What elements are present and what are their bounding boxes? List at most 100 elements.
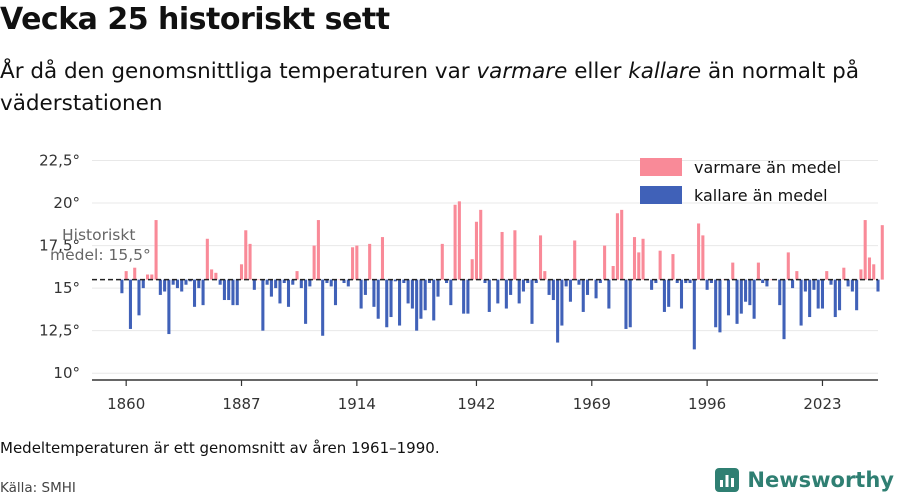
legend-swatch-warm [640, 158, 682, 176]
brand-logo: Newsworthy [715, 468, 894, 492]
bar-warm [611, 266, 615, 280]
bar-cold [726, 279, 731, 316]
bar-warm [603, 245, 607, 280]
bar-cold [171, 279, 175, 285]
y-tick-label: 22,5° [39, 152, 80, 170]
bar-cold [688, 279, 692, 284]
bar-cold [662, 279, 666, 312]
bar-cold [577, 279, 581, 285]
bar-cold [556, 279, 560, 343]
bar-cold [410, 279, 414, 309]
bar-cold [739, 279, 743, 314]
bar-cold [184, 279, 188, 285]
bar-cold [342, 279, 346, 284]
bar-warm [573, 240, 577, 280]
bar-cold [803, 279, 807, 292]
bar-cold [675, 279, 679, 284]
bar-cold [667, 279, 671, 307]
bar-warm [867, 257, 871, 280]
x-tick-layer: 1860 1887 1914 1942 1969 1996 2023 [107, 380, 842, 413]
bar-cold [526, 279, 530, 284]
bar-warm [632, 237, 637, 280]
bar-warm [863, 220, 867, 280]
bar-cold [714, 279, 718, 328]
y-tick-label: 17,5° [39, 237, 80, 255]
bar-cold [820, 279, 825, 309]
bar-warm [872, 264, 876, 280]
bar-cold [286, 279, 291, 307]
bar-cold [855, 279, 859, 311]
bar-cold [521, 279, 525, 292]
bar-cold [624, 279, 628, 329]
bar-cold [812, 279, 816, 290]
bar-cold [445, 279, 449, 284]
bar-cold [850, 279, 854, 292]
bar-cold [218, 279, 222, 285]
bar-warm [842, 267, 846, 280]
bar-cold [799, 279, 803, 326]
bar-warm [316, 220, 320, 280]
x-tick-label: 2023 [803, 395, 841, 413]
subtitle-warm-word: varmare [476, 59, 568, 84]
bar-cold [598, 279, 602, 284]
page-title: Vecka 25 historiskt sett [0, 2, 390, 37]
bar-warm [769, 279, 773, 281]
bar-warm [658, 250, 662, 280]
bar-cold [197, 279, 201, 289]
bar-cold [650, 279, 654, 290]
bar-cold [141, 279, 145, 289]
bar-cold [291, 279, 295, 285]
bar-warm [124, 271, 128, 280]
bar-cold [158, 279, 162, 295]
bar-cold [376, 279, 380, 319]
bar-warm [470, 259, 474, 280]
bar-cold [530, 279, 534, 324]
bar-cold [406, 279, 410, 304]
bar-warm [214, 272, 218, 280]
bar-warm [795, 271, 799, 280]
bar-warm [697, 223, 701, 280]
bar-cold [585, 279, 590, 295]
bar-cold [432, 279, 436, 321]
legend: varmare än medel kallare än medel [640, 158, 841, 205]
bar-cold [628, 279, 632, 328]
bar-warm [338, 279, 342, 281]
bar-cold [325, 279, 329, 284]
bar-warm [210, 269, 214, 280]
bar-cold [748, 279, 752, 306]
bar-warm [453, 204, 457, 280]
bar-cold [436, 279, 440, 297]
bar-warm [538, 235, 543, 280]
bar-cold [765, 279, 769, 287]
x-tick-label: 1969 [573, 395, 611, 413]
bar-cold [449, 279, 453, 306]
bar-layer [120, 201, 884, 350]
bar-cold [192, 279, 197, 307]
bar-cold [278, 279, 282, 304]
bar-cold [564, 279, 568, 287]
source-credit: Källa: SMHI [0, 480, 76, 496]
bar-cold [761, 279, 765, 284]
bar-cold [120, 279, 124, 294]
bar-cold [308, 279, 312, 287]
bar-cold [415, 279, 419, 331]
bar-cold [534, 279, 538, 284]
bar-cold [137, 279, 141, 316]
legend-swatch-cold [640, 186, 682, 204]
bar-cold [231, 279, 235, 306]
bar-cold [581, 279, 585, 312]
bar-warm [295, 271, 299, 280]
bar-cold [128, 279, 132, 329]
bar-cold [346, 279, 350, 287]
bar-cold [791, 279, 795, 289]
bar-cold [594, 279, 598, 299]
bar-cold [423, 279, 427, 311]
bar-cold [427, 279, 432, 284]
bar-warm [671, 254, 675, 280]
bar-warm [731, 262, 735, 280]
bar-cold [551, 279, 555, 301]
bar-cold [363, 279, 367, 295]
bar-warm [355, 245, 359, 280]
bar-cold [833, 279, 837, 318]
bar-warm [880, 225, 884, 280]
